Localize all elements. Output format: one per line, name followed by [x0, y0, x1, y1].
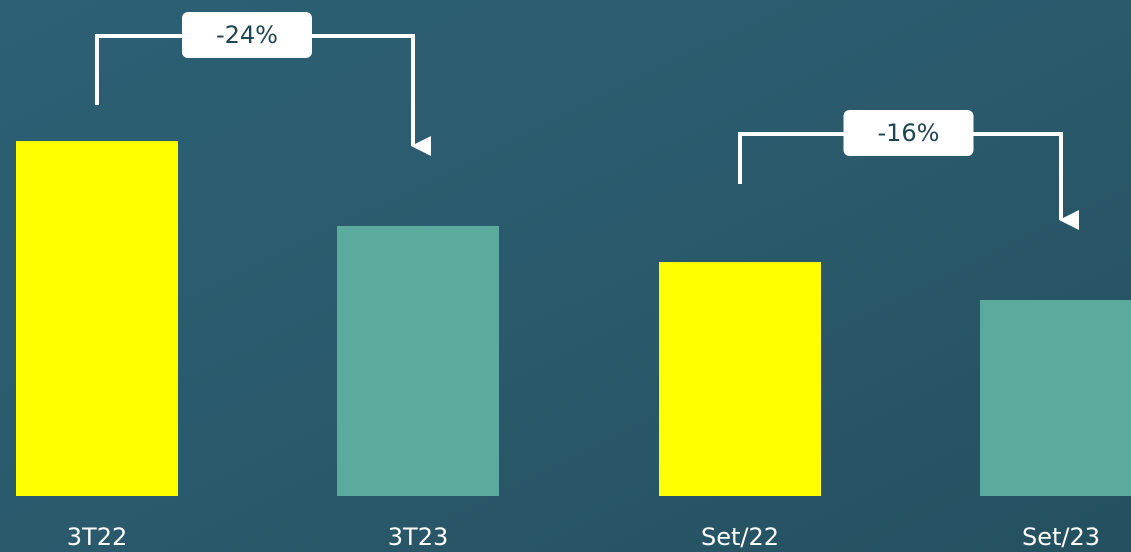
x-tick-label: 3T23 [388, 523, 448, 551]
bar [16, 141, 178, 496]
bar [980, 300, 1131, 496]
bar [659, 262, 821, 496]
bar [337, 226, 499, 496]
chart: 3T22 3T23 Set/22 Set/23 -24% -16% [0, 0, 1131, 552]
page: 3T223T23Set/22Set/23-24%-16% (() => { co… [0, 0, 1131, 552]
change-label: -24% [216, 21, 278, 49]
x-tick-label: Set/23 [1022, 523, 1100, 551]
change-label: -16% [877, 119, 939, 147]
x-tick-label: Set/22 [701, 523, 779, 551]
x-tick-label: 3T22 [67, 523, 127, 551]
